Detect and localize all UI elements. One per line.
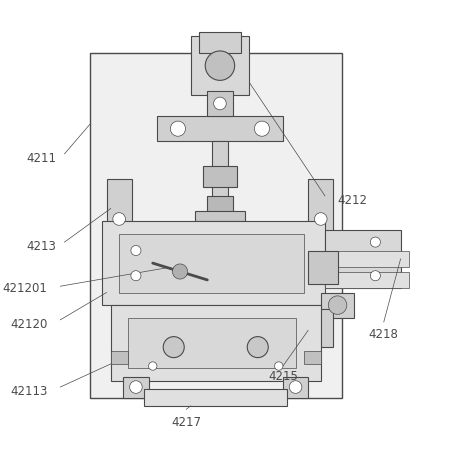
Bar	[110, 351, 128, 364]
Text: 421201: 421201	[3, 282, 48, 295]
Bar	[325, 230, 400, 288]
Circle shape	[172, 264, 188, 279]
Circle shape	[289, 381, 302, 393]
Bar	[325, 251, 409, 267]
Circle shape	[314, 213, 327, 225]
Bar	[157, 116, 283, 141]
Bar	[207, 196, 233, 213]
Circle shape	[214, 97, 226, 110]
Bar	[308, 251, 337, 284]
Text: 4218: 4218	[369, 328, 399, 341]
Bar	[212, 141, 228, 204]
Bar	[195, 211, 245, 221]
Bar	[90, 53, 342, 397]
Text: 42113: 42113	[10, 385, 48, 398]
Text: 4212: 4212	[337, 194, 368, 207]
Circle shape	[131, 271, 141, 281]
Circle shape	[163, 336, 184, 358]
Text: 4217: 4217	[171, 416, 201, 430]
Bar	[291, 309, 333, 347]
Circle shape	[370, 271, 381, 281]
Bar	[321, 292, 354, 318]
Circle shape	[170, 121, 185, 136]
Bar	[199, 32, 241, 53]
Circle shape	[113, 213, 125, 225]
Bar	[203, 167, 237, 187]
Circle shape	[131, 246, 141, 256]
Bar	[106, 179, 132, 234]
Bar	[144, 389, 287, 406]
Circle shape	[129, 381, 142, 393]
Bar	[119, 234, 304, 292]
Circle shape	[205, 51, 235, 80]
Bar	[190, 36, 249, 95]
Circle shape	[254, 121, 270, 136]
Text: 4215: 4215	[268, 370, 298, 383]
Bar	[325, 272, 409, 288]
Bar	[283, 376, 308, 397]
Bar	[304, 351, 321, 364]
Bar	[207, 91, 233, 116]
Circle shape	[148, 362, 157, 370]
Text: 4213: 4213	[26, 240, 56, 253]
Text: 4211: 4211	[26, 151, 56, 165]
Bar	[102, 221, 325, 305]
Bar	[110, 305, 321, 381]
Circle shape	[328, 296, 347, 314]
Text: 42120: 42120	[10, 318, 48, 330]
Bar	[128, 318, 295, 368]
Bar	[123, 376, 148, 397]
Circle shape	[370, 237, 381, 247]
Circle shape	[247, 336, 268, 358]
Circle shape	[275, 362, 283, 370]
Bar	[308, 179, 333, 234]
